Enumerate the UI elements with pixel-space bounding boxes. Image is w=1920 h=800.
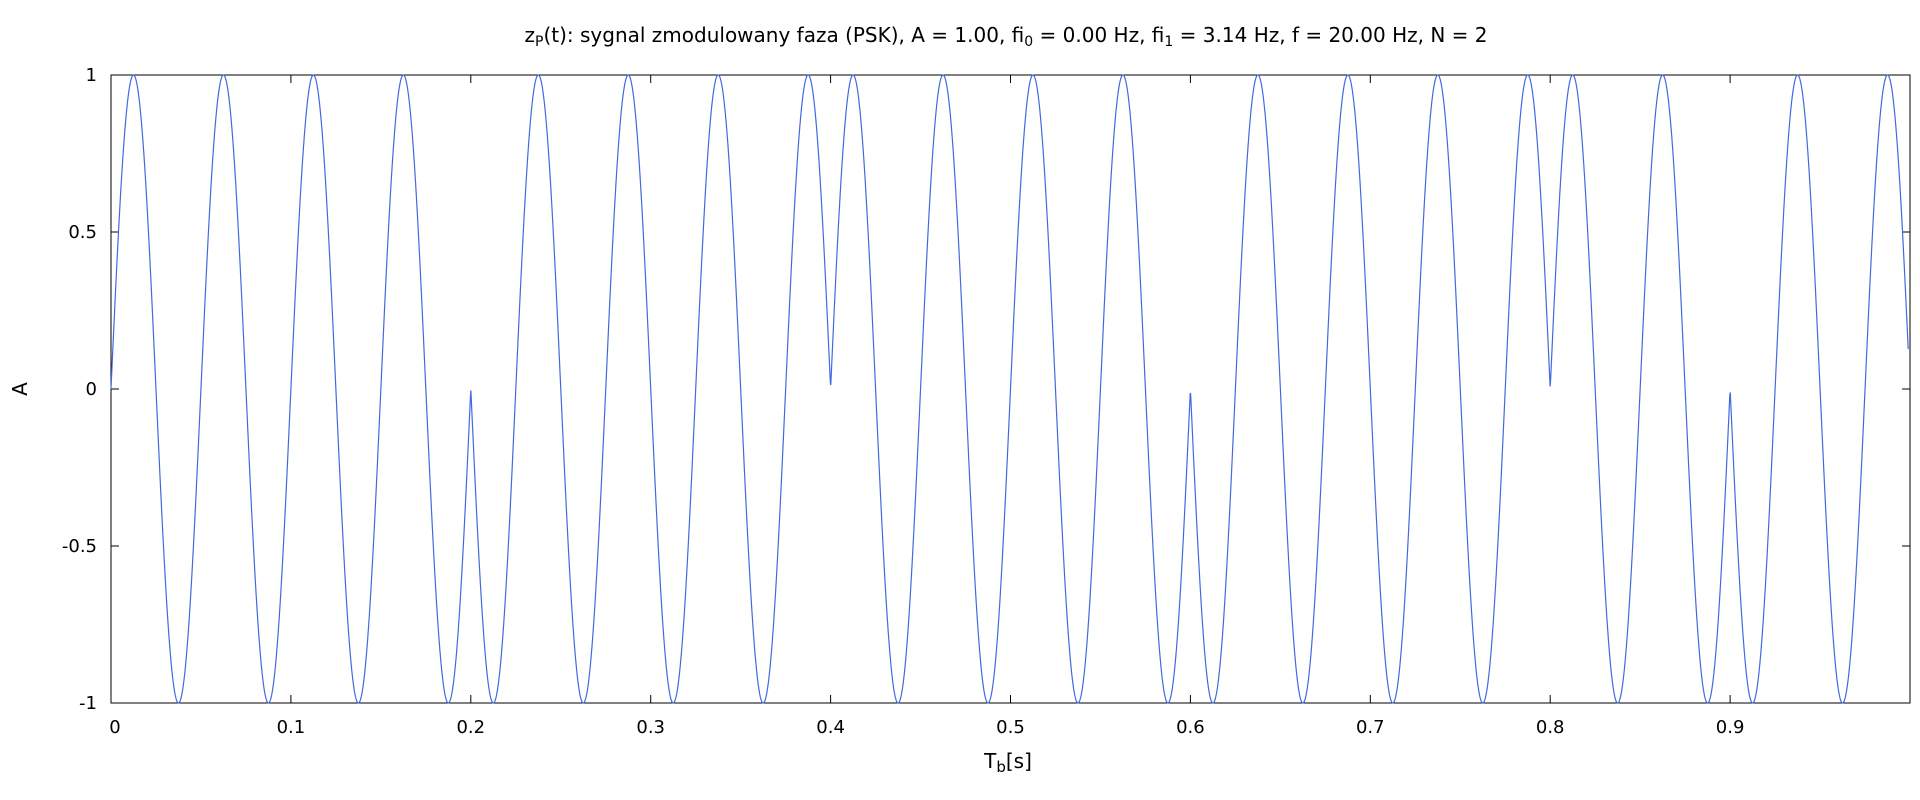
title-part3: = 3.14 Hz, f = 20.00 Hz, N = 2 <box>1173 23 1487 47</box>
xlabel-rest: [s] <box>1006 749 1032 773</box>
y-axis-ticks: -1 -0.5 0 0.5 1 <box>62 65 1910 714</box>
x-tick-label: 0.9 <box>1716 717 1745 738</box>
xlabel-sub: b <box>996 758 1006 776</box>
y-tick-label: 0.5 <box>68 222 97 243</box>
x-axis-label: Tb[s] <box>983 749 1032 776</box>
x-tick-label: 0.6 <box>1176 717 1205 738</box>
x-tick-label: 0.5 <box>996 717 1025 738</box>
x-tick-label: 0.4 <box>816 717 845 738</box>
y-axis-label: A <box>8 382 32 396</box>
x-tick-label: 0 <box>109 717 120 738</box>
x-tick-label: 0.7 <box>1356 717 1385 738</box>
y-tick-label: 1 <box>86 65 97 86</box>
y-tick-label: -1 <box>79 693 97 714</box>
title-part2: = 0.00 Hz, fi <box>1033 23 1164 47</box>
x-tick-label: 0.2 <box>456 717 485 738</box>
title-sub0: 0 <box>1024 34 1033 50</box>
title-prefix: z <box>525 23 536 47</box>
y-tick-label: -0.5 <box>62 536 97 557</box>
xlabel-main: T <box>983 749 997 773</box>
x-tick-label: 0.1 <box>277 717 306 738</box>
x-tick-label: 0.8 <box>1536 717 1565 738</box>
x-tick-label: 0.3 <box>636 717 665 738</box>
title-prefix-sub: P <box>535 34 543 50</box>
y-tick-label: 0 <box>86 379 97 400</box>
series-line-zp <box>110 74 1909 704</box>
chart-title: zP(t): sygnal zmodulowany faza (PSK), A … <box>525 23 1488 50</box>
title-part1: (t): sygnal zmodulowany faza (PSK), A = … <box>543 23 1024 47</box>
title-sub1: 1 <box>1164 34 1173 50</box>
x-axis-ticks: 0 0.1 0.2 0.3 0.4 0.5 0.6 0.7 0.8 0.9 <box>109 75 1744 738</box>
